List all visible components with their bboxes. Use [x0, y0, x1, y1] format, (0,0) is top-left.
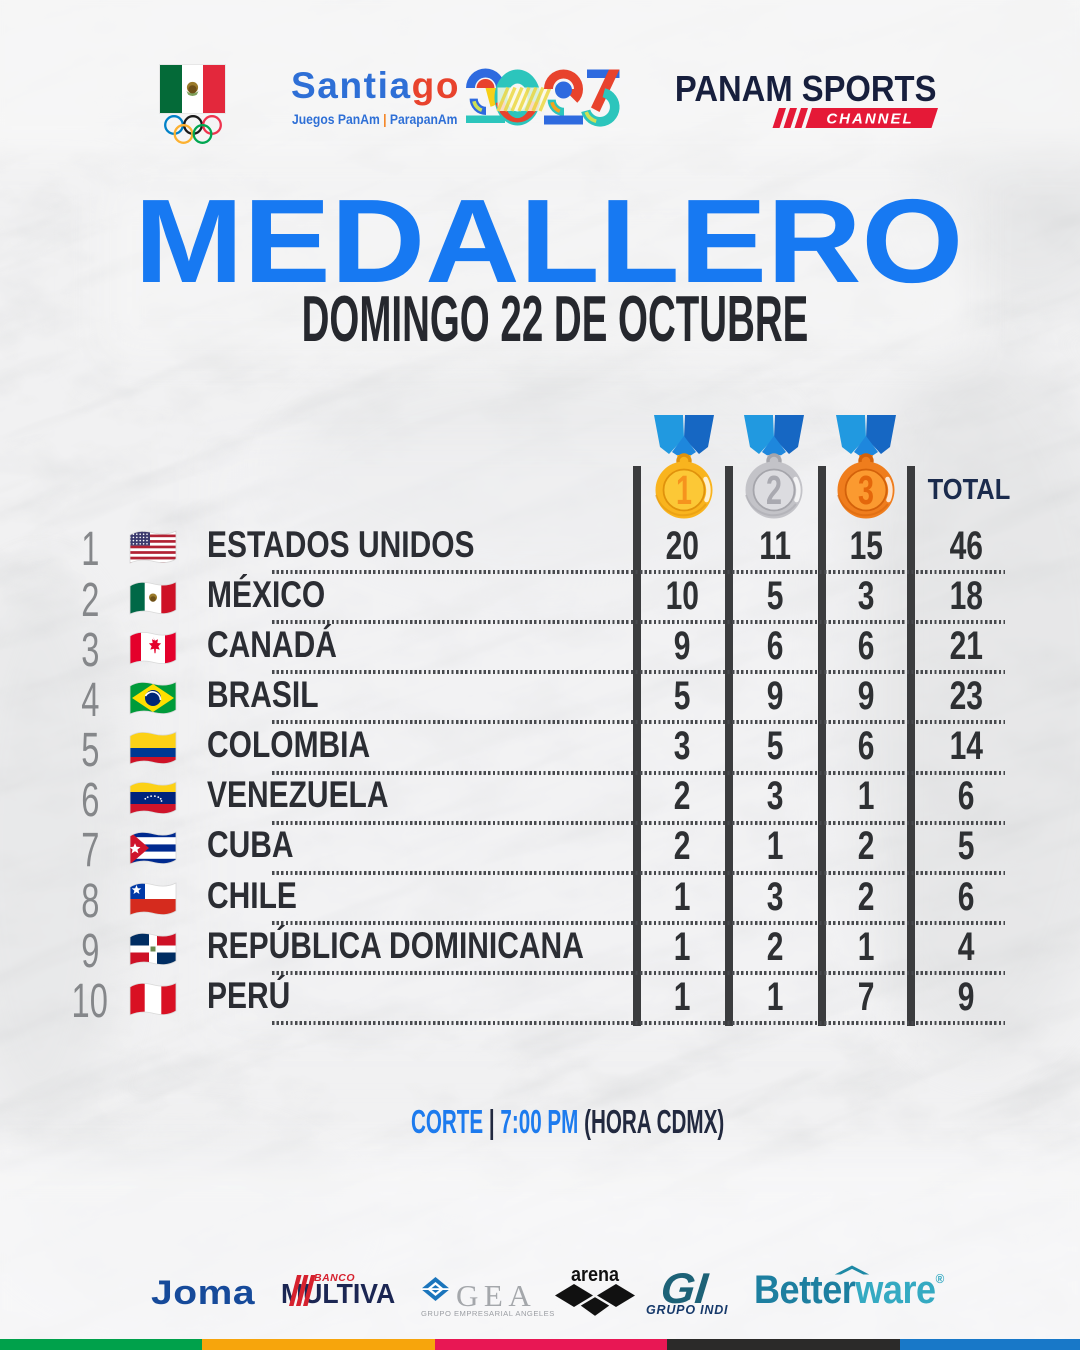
svg-text:CHANNEL: CHANNEL — [826, 111, 913, 128]
svg-text:BANCO: BANCO — [314, 1272, 355, 1284]
svg-text:arena: arena — [571, 1264, 619, 1286]
svg-text:3: 3 — [858, 468, 874, 513]
svg-text:1: 1 — [676, 468, 692, 513]
svg-text:2: 2 — [766, 468, 782, 513]
